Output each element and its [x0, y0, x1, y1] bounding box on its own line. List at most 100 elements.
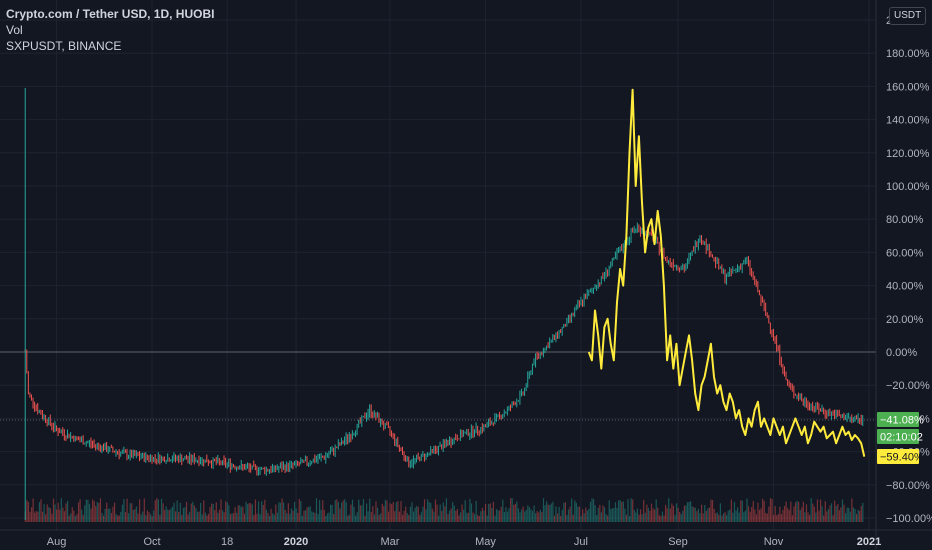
volume-bar [596, 515, 598, 522]
volume-bar [225, 501, 227, 522]
y-tick-label: 140.00% [886, 115, 930, 127]
currency-button[interactable]: USDT [889, 7, 927, 25]
volume-bar [690, 501, 692, 522]
volume-bar [149, 514, 152, 522]
volume-bar [845, 513, 847, 522]
volume-bar [214, 510, 216, 522]
volume-bar [350, 504, 352, 522]
volume-bar [668, 498, 670, 522]
volume-bar [544, 505, 546, 522]
volume-bar [35, 510, 37, 522]
volume-bar [618, 500, 620, 522]
volume-bar [592, 498, 595, 522]
volume-bar [647, 507, 649, 522]
volume-bar [173, 502, 175, 522]
volume-bar [57, 502, 59, 522]
volume-bar [212, 504, 214, 522]
volume-bar [204, 512, 206, 522]
volume-bar [810, 498, 812, 522]
volume-bar [193, 505, 195, 522]
volume-bar [682, 510, 684, 522]
volume-bar [840, 507, 842, 522]
volume-bar [519, 512, 521, 522]
volume-bar [414, 507, 416, 522]
volume-bar [843, 504, 845, 522]
volume-bar [862, 502, 864, 522]
volume-bar [721, 515, 723, 522]
volume-bar [256, 513, 258, 522]
volume-bar [813, 506, 815, 522]
volume-bar [355, 515, 357, 522]
volume-bar [164, 510, 166, 522]
volume-bar [398, 511, 401, 522]
volume-bar [603, 507, 606, 522]
volume-bar [131, 503, 133, 522]
volume-bar [409, 506, 412, 522]
volume-bar [594, 505, 596, 522]
volume-bar [466, 512, 468, 522]
volume-bar [353, 506, 355, 522]
volume-bar [575, 502, 577, 522]
volume-bar [211, 503, 213, 522]
legend-volume[interactable]: Vol [6, 23, 23, 37]
volume-bar [747, 506, 750, 522]
volume-bar [741, 500, 743, 522]
volume-bar [342, 500, 344, 522]
volume-bar [154, 500, 156, 522]
volume-bar [383, 505, 385, 522]
volume-bar [666, 508, 668, 522]
volume-bar [301, 515, 304, 522]
volume-bar [586, 510, 588, 522]
volume-bar [506, 511, 509, 522]
volume-bar [289, 513, 291, 522]
y-tick-label: 180.00% [886, 48, 930, 60]
volume-bar [308, 507, 310, 522]
volume-bar [538, 512, 540, 522]
volume-bar [403, 510, 405, 522]
volume-bar [134, 508, 136, 522]
volume-bar [38, 502, 41, 522]
volume-bar [511, 498, 513, 522]
volume-bar [138, 499, 141, 522]
volume-bar [178, 511, 180, 522]
volume-bar [104, 508, 106, 522]
volume-bar [167, 509, 169, 522]
volume-bar [261, 501, 263, 522]
volume-bar [391, 504, 393, 522]
volume-bar [804, 512, 806, 522]
volume-bar [569, 506, 571, 522]
volume-bar [524, 511, 526, 522]
volume-bar [525, 510, 527, 522]
volume-bar [464, 500, 466, 522]
volume-bar [283, 502, 285, 522]
volume-bar [444, 506, 446, 522]
volume-bar [185, 501, 188, 522]
legend-compare-symbol[interactable]: SXPUSDT, BINANCE [6, 39, 122, 53]
volume-bar [420, 512, 422, 522]
volume-bar [425, 509, 427, 522]
volume-bar [711, 500, 714, 522]
volume-bar [267, 512, 269, 522]
legend-symbol[interactable]: Crypto.com / Tether USD, 1D, HUOBI [6, 7, 215, 21]
price-change-badge: −41.08% [880, 415, 924, 427]
volume-bar [109, 508, 111, 522]
volume-bar [707, 508, 709, 522]
volume-bar [669, 508, 671, 522]
volume-bar [729, 509, 731, 522]
volume-bar [597, 507, 599, 522]
volume-bar [724, 512, 726, 522]
volume-bar [812, 503, 814, 522]
volume-bar [602, 505, 604, 522]
volume-bar [372, 506, 374, 522]
volume-bar [120, 511, 122, 522]
volume-bar [463, 509, 465, 522]
volume-bar [29, 511, 31, 522]
volume-bar [221, 510, 224, 522]
volume-bar [243, 513, 246, 522]
volume-bar [240, 506, 242, 522]
volume-bar [369, 498, 371, 522]
volume-bar [630, 498, 632, 522]
x-tick-label: 2021 [857, 536, 881, 548]
volume-bar [774, 506, 776, 522]
